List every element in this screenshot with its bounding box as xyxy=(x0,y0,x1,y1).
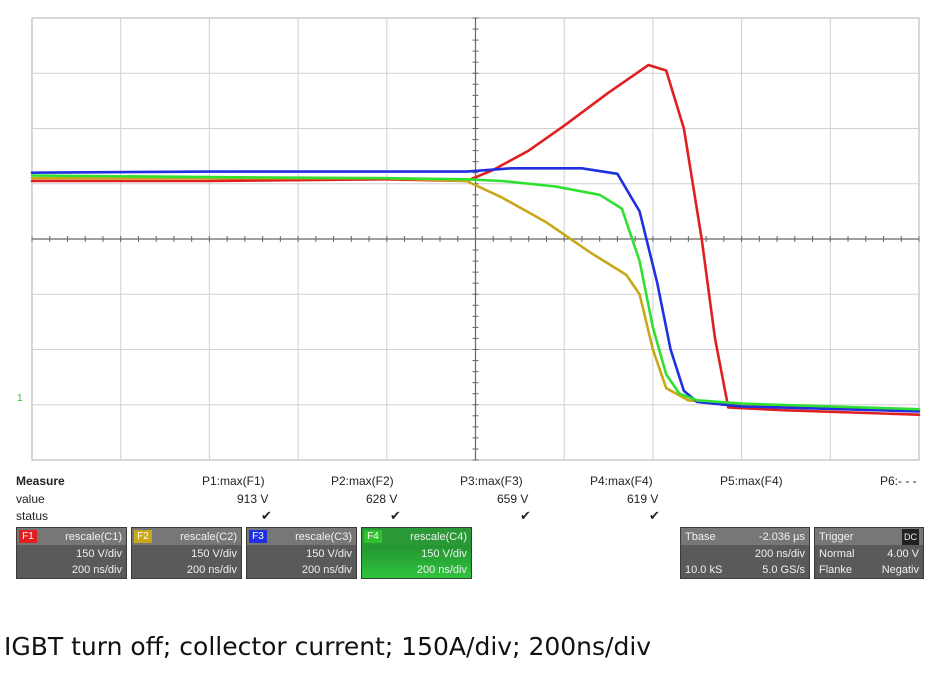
param-p2-status: ✔ xyxy=(390,508,401,523)
timebase-tdiv: 200 ns/div xyxy=(754,548,805,560)
trigger-level: 4.00 V xyxy=(887,548,919,560)
trigger-slope: Negativ xyxy=(881,564,919,576)
param-p3-status: ✔ xyxy=(520,508,531,523)
param-p4-value: 619 V xyxy=(627,492,659,506)
channel-f3-func: rescale(C3) xyxy=(295,531,352,543)
measure-status-label: status xyxy=(16,509,49,523)
measure-header: Measure xyxy=(16,474,65,488)
channel-f4-func: rescale(C4) xyxy=(410,531,467,543)
param-p4-status: ✔ xyxy=(649,508,660,523)
channel-panel-f3[interactable]: F3 rescale(C3) 150 V/div 200 ns/div xyxy=(246,527,357,579)
timebase-panel[interactable]: Tbase -2.036 µs 200 ns/div 10.0 kS 5.0 G… xyxy=(680,527,810,579)
measure-value-label: value xyxy=(16,492,45,506)
channel-f4-vdiv: 150 V/div xyxy=(421,548,467,560)
param-p2-name[interactable]: P2:max(F2) xyxy=(331,474,394,488)
channel-tag-f2: F2 xyxy=(134,530,152,543)
param-p3-value: 659 V xyxy=(497,492,529,506)
timebase-label: Tbase xyxy=(685,531,716,543)
channel-f2-tdiv: 200 ns/div xyxy=(186,564,237,576)
param-p1-status: ✔ xyxy=(261,508,272,523)
channel-tag-f1: F1 xyxy=(19,530,37,543)
param-p6-name[interactable]: P6:- - - xyxy=(880,474,917,488)
channel-f2-func: rescale(C2) xyxy=(180,531,237,543)
channel-tag-f3: F3 xyxy=(249,530,267,543)
measure-table: Measure value status P1:max(F1) 913 V ✔ … xyxy=(0,472,948,528)
figure-caption: IGBT turn off; collector current; 150A/d… xyxy=(4,632,652,661)
channel-f4-tdiv: 200 ns/div xyxy=(416,564,467,576)
channel-panel-f2[interactable]: F2 rescale(C2) 150 V/div 200 ns/div xyxy=(131,527,242,579)
trigger-mode: Normal xyxy=(819,548,855,560)
waveform-traces xyxy=(30,63,921,416)
channel-panel-f1[interactable]: F1 rescale(C1) 150 V/div 200 ns/div xyxy=(16,527,127,579)
param-p1-value: 913 V xyxy=(237,492,269,506)
timebase-samples: 10.0 kS xyxy=(685,564,723,576)
channel-f1-func: rescale(C1) xyxy=(65,531,122,543)
channel-tag-f4: F4 xyxy=(364,530,382,543)
timebase-offset: -2.036 µs xyxy=(758,531,805,543)
channel-f1-vdiv: 150 V/div xyxy=(76,548,122,560)
channel-f2-vdiv: 150 V/div xyxy=(191,548,237,560)
channel-f3-vdiv: 150 V/div xyxy=(306,548,352,560)
trace-f4 xyxy=(30,174,921,411)
param-p1-name[interactable]: P1:max(F1) xyxy=(202,474,265,488)
timebase-rate: 5.0 GS/s xyxy=(762,564,805,576)
param-p5-name[interactable]: P5:max(F4) xyxy=(720,474,783,488)
channel-f1-tdiv: 200 ns/div xyxy=(71,564,122,576)
channel-panel-f4[interactable]: F4 rescale(C4) 150 V/div 200 ns/div xyxy=(361,527,472,579)
trigger-panel[interactable]: Trigger DC Normal 4.00 V Flanke Negativ xyxy=(814,527,924,579)
trigger-slope-label: Flanke xyxy=(819,564,853,576)
trigger-label: Trigger xyxy=(819,531,854,543)
graticule-grid xyxy=(31,17,920,461)
param-p2-value: 628 V xyxy=(366,492,398,506)
ground-level-marker: 1 xyxy=(17,393,23,404)
channel-f3-tdiv: 200 ns/div xyxy=(301,564,352,576)
oscilloscope-screen: 1 xyxy=(17,17,921,461)
param-p4-name[interactable]: P4:max(F4) xyxy=(590,474,653,488)
trigger-coupling: DC xyxy=(902,529,919,545)
param-p3-name[interactable]: P3:max(F3) xyxy=(460,474,523,488)
